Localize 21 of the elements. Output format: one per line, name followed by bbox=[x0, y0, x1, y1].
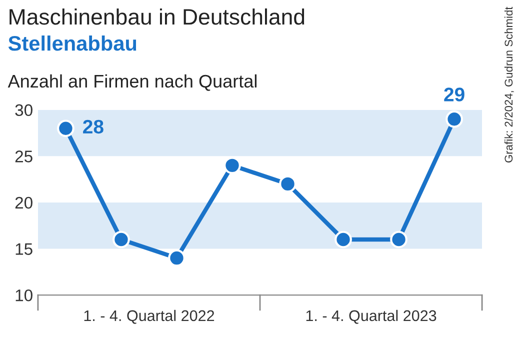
point bbox=[334, 230, 352, 248]
data-label: 29 bbox=[444, 88, 464, 102]
y-axis-title: Anzahl an Firmen nach Quartal bbox=[8, 74, 256, 91]
y-tick-label: 10 bbox=[16, 289, 32, 302]
y-tick-label: 25 bbox=[15, 150, 32, 162]
text: Grafik: 2/2024, Gudrun Schmidt bbox=[504, 6, 514, 162]
point bbox=[168, 249, 186, 267]
y-tick-label: 20 bbox=[15, 196, 32, 209]
point bbox=[224, 156, 241, 174]
text: 1. - 4. Quartal 2022 bbox=[84, 310, 214, 324]
data-label: 28 bbox=[83, 120, 104, 134]
point bbox=[279, 175, 296, 193]
chart-title: Maschinenbau in Deutschland bbox=[10, 8, 304, 25]
point bbox=[446, 110, 463, 128]
chart-subtitle: Stellenabbau bbox=[8, 35, 136, 51]
y-tick-label: 15 bbox=[16, 243, 32, 255]
point bbox=[112, 230, 130, 248]
point bbox=[390, 230, 408, 248]
point bbox=[57, 120, 74, 138]
text: 1. - 4. Quartal 2023 bbox=[306, 310, 436, 324]
y-tick-label: 30 bbox=[15, 104, 32, 116]
